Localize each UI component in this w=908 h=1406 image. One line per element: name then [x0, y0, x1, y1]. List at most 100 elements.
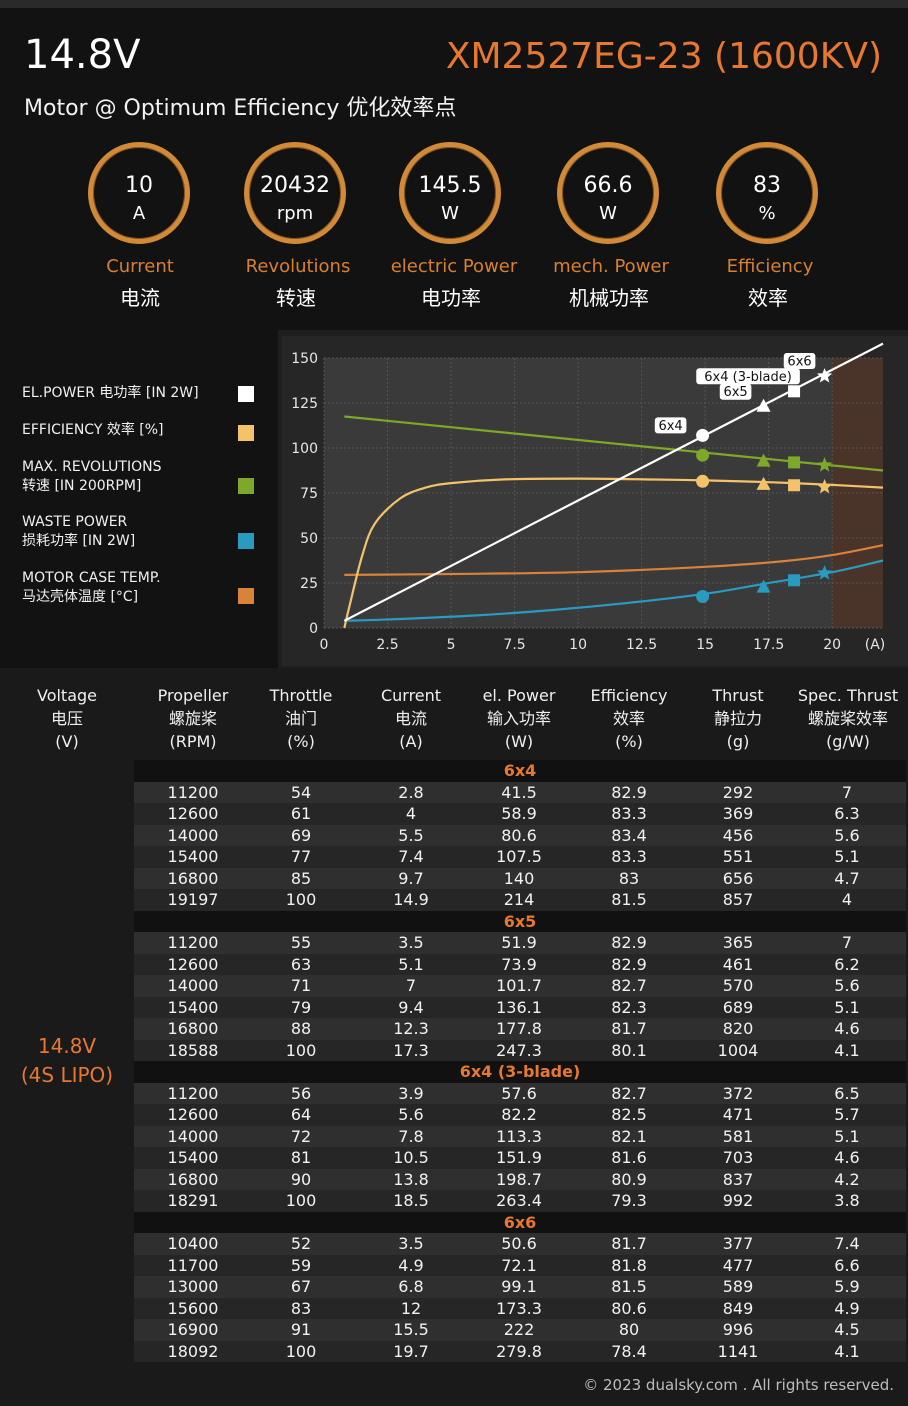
table-cell: 14000 [167, 1126, 219, 1146]
table-cell: 10400 [167, 1234, 219, 1253]
table-cell: 18291 [167, 1191, 219, 1210]
table-cell: 471 [722, 1105, 754, 1124]
table-row: 15600 83 12 173.3 80.6 849 4.9 [134, 1297, 906, 1319]
table-cell: 16800 [167, 868, 219, 888]
x-tick-label: 10 [569, 637, 587, 653]
y-tick-label: 50 [300, 531, 318, 547]
table-cell: 477 [722, 1255, 754, 1275]
table-row: 12600 61 4 58.9 83.3 369 6.3 [134, 803, 906, 825]
table-cell: 5.1 [834, 1126, 860, 1146]
column-header-text: (V) [55, 732, 79, 751]
gauge-label-en: Revolutions [245, 256, 351, 277]
table-cell: 177.8 [496, 1019, 542, 1038]
table-cell: 4 [405, 804, 417, 823]
marker-circle [696, 448, 710, 462]
table-cell: 11700 [167, 1255, 219, 1275]
table-row: 14000 72 7.8 113.3 82.1 581 5.1 [134, 1125, 906, 1147]
series-line-case-temp [344, 544, 884, 576]
table-cell: 2.8 [398, 782, 424, 802]
table-cell: 91 [290, 1320, 312, 1339]
marker-square [788, 385, 801, 398]
table-cell: 77 [290, 847, 312, 866]
table-cell: 18092 [167, 1341, 219, 1361]
table-cell: 14.9 [393, 890, 429, 909]
column-header-text: 螺旋桨效率 [807, 709, 888, 728]
table-cell: 67 [290, 1277, 312, 1296]
gauge-label-cn: 电功率 [421, 286, 481, 310]
table-cell: 57.6 [501, 1083, 537, 1103]
marker-triangle [756, 453, 771, 467]
legend-label: EFFICIENCY 效率 [%] [22, 422, 164, 438]
column-header-text: (g/W) [826, 732, 870, 751]
gauge-value: 10 [125, 173, 153, 198]
table-cell: 85 [290, 868, 312, 888]
gauge-value: 83 [753, 173, 781, 198]
marker-square [788, 574, 801, 587]
battery-type: (4S LIPO) [20, 1063, 114, 1087]
table-row: 11200 54 2.8 41.5 82.9 292 7 [134, 781, 906, 803]
table-cell: 51.9 [501, 933, 537, 952]
table-row: 10400 52 3.5 50.6 81.7 377 7.4 [134, 1233, 906, 1255]
marker-callout-box [783, 353, 816, 369]
y-tick-label: 150 [291, 351, 318, 367]
table-cell: 263.4 [496, 1191, 542, 1210]
table-row: 19197 100 14.9 214 81.5 857 4 [134, 889, 906, 911]
y-tick-label: 100 [291, 441, 318, 457]
table-cell: 11200 [167, 782, 219, 802]
table-cell: 71 [290, 976, 312, 995]
gauge-unit: rpm [276, 203, 314, 224]
table-cell: 82.9 [611, 782, 647, 802]
column-header-text: Spec. Thrust [797, 686, 899, 705]
table-cell: 80 [618, 1320, 640, 1339]
table-cell: 15.5 [393, 1320, 429, 1339]
table-cell: 4.9 [398, 1255, 424, 1275]
table-row: 11200 56 3.9 57.6 82.7 372 6.5 [134, 1082, 906, 1104]
table-cell: 279.8 [496, 1341, 542, 1361]
table-cell: 992 [722, 1191, 754, 1210]
table-cell: 570 [722, 976, 754, 995]
gauge-electric-power-ring: 145.5 W [399, 142, 501, 244]
table-cell: 81.7 [611, 1234, 647, 1253]
table-cell: 247.3 [496, 1040, 542, 1060]
x-tick-label: 2.5 [376, 637, 398, 653]
table-cell: 101.7 [496, 976, 542, 995]
table-cell: 9.7 [398, 868, 424, 888]
marker-circle [696, 590, 710, 603]
table-cell: 113.3 [496, 1126, 542, 1146]
table-cell: 372 [722, 1083, 754, 1103]
column-header-propeller: Propeller 螺旋桨 (RPM) [138, 684, 248, 753]
x-tick-label: 0 [320, 637, 329, 653]
gauge-value: 20432 [260, 173, 330, 198]
table-cell: 7 [405, 976, 417, 995]
legend-swatch-waste-power [238, 533, 254, 549]
gauge-unit: A [132, 203, 146, 224]
table-cell: 5.7 [834, 1105, 860, 1124]
table-cell: 589 [722, 1277, 754, 1296]
legend-efficiency: EFFICIENCY 效率 [%] [22, 421, 164, 440]
table-cell: 3.9 [398, 1083, 424, 1103]
legend-label-cn: 马达壳体温度 [°C] [22, 589, 139, 605]
table-cell: 1141 [717, 1341, 759, 1361]
table-cell: 5.9 [834, 1277, 860, 1296]
table-cell: 61 [290, 804, 312, 823]
table-cell: 82.7 [611, 1083, 647, 1103]
gauge-label-en: electric Power [390, 256, 518, 277]
y-tick-label: 125 [291, 396, 318, 412]
column-header-text: el. Power [482, 686, 556, 705]
table-row: 16800 88 12.3 177.8 81.7 820 4.6 [134, 1018, 906, 1040]
table-cell: 41.5 [501, 782, 537, 802]
legend-el-power: EL.POWER 电功率 [IN 2W] [22, 384, 199, 403]
propeller-group-header: 6x4 (3-blade) [134, 1061, 906, 1083]
table-cell: 80.1 [611, 1040, 647, 1060]
column-header-text: 电流 [394, 709, 427, 728]
propeller-group-header: 6x5 [134, 910, 906, 932]
legend-swatch-case-temp [238, 588, 254, 604]
y-tick-label: 75 [300, 486, 318, 502]
table-cell: 4.6 [834, 1019, 860, 1038]
table-cell: 4.6 [834, 1148, 860, 1167]
table-cell: 7.8 [398, 1126, 424, 1146]
table-cell: 19197 [167, 890, 219, 909]
table-cell: 7.4 [398, 847, 424, 866]
table-cell: 14000 [167, 825, 219, 845]
table-cell: 11200 [167, 933, 219, 952]
